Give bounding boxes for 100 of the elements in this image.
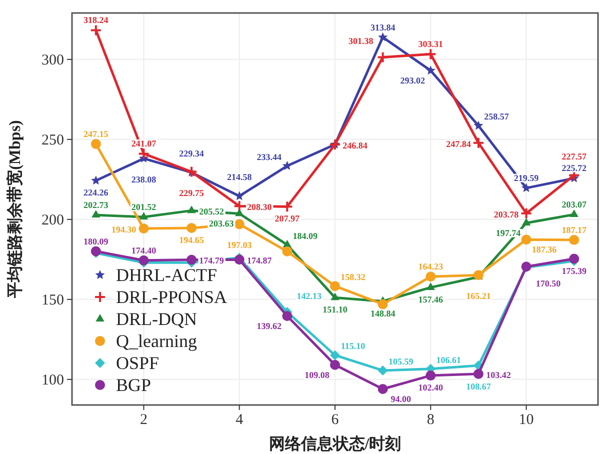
point	[378, 365, 388, 376]
data-label: 174.87	[246, 256, 272, 266]
point	[90, 138, 101, 149]
data-label: 194.30	[111, 224, 137, 235]
point	[570, 209, 578, 217]
data-label: 165.21	[466, 291, 492, 302]
data-label: 94.00	[390, 394, 412, 404]
legend-label: DHRL-ACTF	[116, 265, 218, 285]
y-tick-label: 200	[42, 212, 64, 228]
data-label: 105.59	[388, 356, 414, 366]
point	[472, 136, 484, 149]
point	[91, 176, 101, 185]
data-label: 174.79	[199, 256, 224, 266]
data-label: 142.13	[296, 290, 322, 301]
data-label: 318.24	[84, 15, 109, 26]
data-label: 109.08	[304, 370, 330, 380]
data-label: 227.57	[562, 151, 587, 162]
data-label: 246.84	[342, 140, 368, 150]
data-label: 197.03	[226, 240, 252, 250]
data-label: 108.67	[466, 382, 492, 392]
data-label: 151.10	[322, 304, 348, 315]
point	[234, 219, 244, 230]
data-label: 229.34	[179, 148, 204, 158]
data-label: 241.07	[131, 138, 157, 149]
data-label: 174.40	[131, 245, 157, 256]
point	[282, 246, 292, 256]
point	[138, 224, 149, 234]
point	[426, 282, 435, 290]
data-label: 103.42	[486, 370, 512, 380]
legend-label: BGP	[116, 375, 152, 395]
data-label: 164.23	[418, 262, 444, 272]
data-label: 158.32	[340, 272, 366, 282]
y-axis-title: 平均链路剩余带宽(Mbps)	[5, 120, 24, 299]
point	[521, 234, 532, 245]
data-label: 225.72	[562, 163, 587, 174]
y-tick-label: 250	[42, 132, 64, 148]
data-label: 194.65	[179, 234, 204, 245]
data-label: 301.38	[348, 36, 374, 46]
data-label: 224.26	[84, 188, 109, 198]
point	[281, 200, 294, 213]
data-label: 229.75	[179, 188, 204, 198]
data-label: 247.84	[446, 138, 472, 149]
data-label: 303.31	[418, 39, 444, 50]
x-tick-label: 8	[426, 412, 434, 428]
data-label: 148.84	[370, 308, 396, 318]
x-tick-label: 2	[140, 412, 148, 428]
data-label: 139.62	[256, 321, 282, 332]
x-axis-title: 网络信息状态/时刻	[268, 435, 402, 453]
y-tick-label: 100	[42, 372, 64, 388]
point	[187, 206, 196, 214]
point	[330, 292, 340, 300]
legend-label: OSPF	[116, 353, 160, 373]
point	[569, 234, 580, 245]
point	[426, 272, 436, 282]
x-tick-label: 6	[331, 412, 340, 428]
data-label: 175.39	[562, 266, 587, 276]
data-label: 203.07	[562, 199, 587, 210]
data-label: 115.10	[340, 341, 366, 352]
point	[424, 48, 437, 60]
legend-label: Q_learning	[116, 331, 197, 351]
data-label: 203.63	[208, 218, 234, 229]
point	[139, 212, 148, 220]
data-label: 202.73	[84, 200, 109, 210]
point	[235, 208, 244, 216]
x-tick-label: 4	[236, 412, 244, 428]
point	[186, 254, 197, 265]
point	[233, 200, 246, 212]
point	[92, 210, 100, 218]
y-tick-label: 300	[42, 52, 64, 68]
data-label: 313.84	[370, 22, 396, 32]
point	[90, 24, 102, 36]
point	[234, 191, 244, 200]
point	[330, 281, 340, 292]
point	[378, 32, 388, 42]
data-label: 157.46	[418, 294, 444, 304]
data-label: 258.57	[484, 112, 510, 122]
data-label: 238.08	[131, 174, 157, 184]
data-label: 187.36	[532, 244, 558, 255]
point	[426, 66, 436, 75]
data-label: 180.09	[84, 236, 109, 246]
legend-label: DRL-PPONSA	[116, 287, 228, 307]
point	[378, 384, 388, 394]
data-label: 208.30	[246, 202, 272, 212]
legend-label: DRL-DQN	[116, 309, 197, 329]
point	[376, 51, 389, 64]
data-label: 197.74	[496, 228, 522, 238]
data-label: 184.09	[292, 230, 318, 241]
data-label: 233.44	[256, 152, 282, 162]
point	[426, 370, 436, 381]
data-label: 102.40	[418, 382, 444, 393]
data-label: 187.17	[562, 224, 587, 235]
data-label: 247.15	[84, 128, 109, 139]
point	[282, 160, 292, 170]
x-tick-label: 10	[518, 412, 534, 428]
point	[569, 254, 580, 264]
point	[522, 218, 531, 226]
point	[474, 120, 484, 130]
data-label: 170.50	[536, 278, 562, 289]
data-label: 201.52	[131, 202, 157, 212]
data-label: 293.02	[400, 76, 426, 86]
